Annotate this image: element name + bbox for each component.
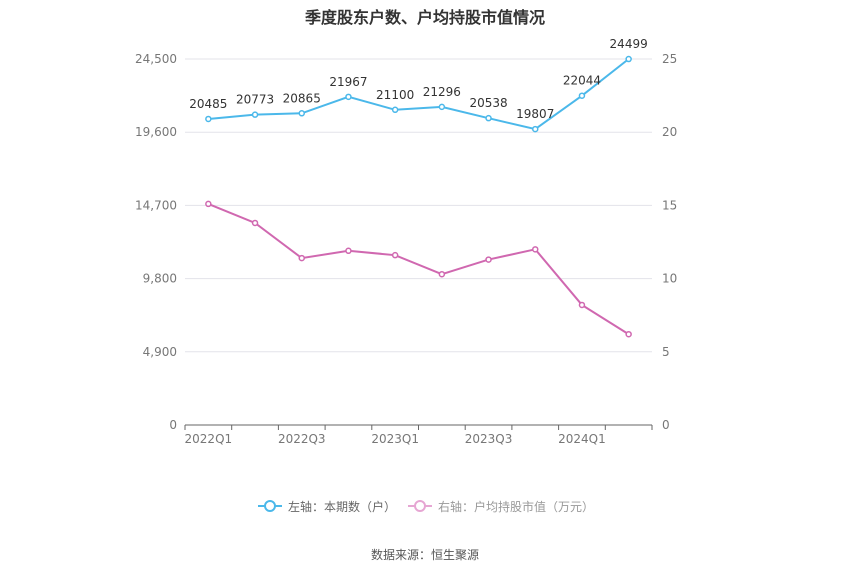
series-1-point <box>578 301 586 309</box>
series-1-point <box>625 330 632 338</box>
legend-label-left: 左轴：本期数（户） <box>288 499 397 514</box>
chart-title: 季度股东户数、户均持股市值情况 <box>304 8 545 27</box>
legend-swatch-right-icon <box>408 500 432 512</box>
series-0-point <box>298 110 305 117</box>
series-1-point <box>298 254 305 262</box>
data-label: 24499 <box>610 37 648 51</box>
series-0-point <box>391 106 399 114</box>
series-line-0 <box>208 58 630 131</box>
x-axis-tick-label: 2023Q3 <box>465 432 513 446</box>
left-axis-tick-label: 9,800 <box>143 272 177 286</box>
data-label: 20538 <box>469 96 507 110</box>
series-1-point <box>391 251 399 259</box>
series-0-point <box>485 114 492 122</box>
right-axis-tick-label: 15 <box>662 198 677 212</box>
series-0-point <box>532 125 539 133</box>
data-label: 20773 <box>236 93 274 107</box>
data-label: 20865 <box>283 91 321 105</box>
series-0-point <box>578 92 586 99</box>
legend-swatch-left-icon <box>258 500 282 512</box>
right-axis-tick-label: 10 <box>662 272 677 286</box>
x-axis-tick-label: 2022Q3 <box>278 432 326 446</box>
series-1-point <box>532 246 539 253</box>
series-1-point <box>485 256 492 263</box>
legend-label-right: 右轴：户均持股市值（万元） <box>438 499 595 514</box>
series-1-point <box>438 270 446 278</box>
data-label: 20485 <box>189 97 227 111</box>
x-axis-tick-label: 2022Q1 <box>185 432 233 446</box>
legend-item-left[interactable]: 左轴：本期数（户） <box>258 497 396 515</box>
chart-source: 数据来源：恒生聚源 <box>370 548 479 562</box>
series-1-point <box>251 219 259 227</box>
data-label: 22044 <box>563 74 601 88</box>
legend-item-right[interactable]: 右轴：户均持股市值（万元） <box>408 497 594 515</box>
data-label: 21967 <box>329 75 367 89</box>
series-0-point <box>345 93 352 101</box>
data-label: 21296 <box>423 85 461 99</box>
series-0-point <box>251 111 259 118</box>
series-0-point <box>625 55 632 63</box>
series-0-point <box>438 103 446 111</box>
series-0-point <box>205 115 212 123</box>
series-1-point <box>345 247 352 255</box>
data-label: 21100 <box>376 88 414 102</box>
left-axis-tick-label: 0 <box>169 418 177 432</box>
left-axis-tick-label: 24,500 <box>135 52 177 66</box>
series-1-point <box>205 200 212 208</box>
right-axis-tick-label: 20 <box>662 125 677 139</box>
left-axis-tick-label: 19,600 <box>135 125 177 139</box>
x-axis-tick-label: 2024Q1 <box>558 432 606 446</box>
series-line-1 <box>207 203 630 336</box>
right-axis-tick-label: 25 <box>662 52 677 66</box>
x-axis-tick-label: 2023Q1 <box>371 432 419 446</box>
data-label: 19807 <box>516 107 554 121</box>
right-axis-tick-label: 0 <box>662 418 670 432</box>
right-axis-tick-label: 5 <box>662 345 670 359</box>
left-axis-tick-label: 4,900 <box>143 345 177 359</box>
left-axis-tick-label: 14,700 <box>135 198 177 212</box>
